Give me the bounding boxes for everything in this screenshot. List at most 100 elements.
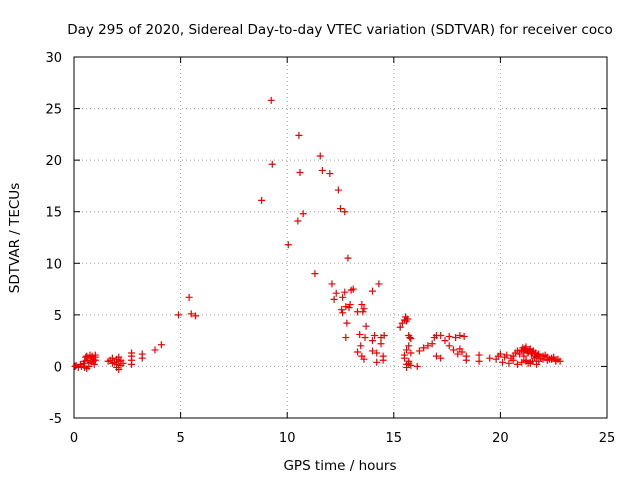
data-point [368, 347, 376, 355]
data-point [405, 342, 413, 350]
data-point [486, 354, 494, 362]
data-point [407, 349, 415, 357]
data-point [71, 362, 79, 370]
data-point [332, 289, 340, 297]
data-point [513, 360, 521, 368]
data-point [404, 315, 412, 323]
data-point [441, 337, 449, 345]
data-point [91, 356, 99, 364]
data-point [368, 337, 376, 345]
data-point [460, 333, 468, 341]
data-point [522, 357, 530, 365]
data-point [337, 205, 344, 213]
x-tick-label: 25 [599, 431, 616, 446]
data-point [128, 349, 136, 357]
data-point [268, 160, 276, 168]
data-point [520, 352, 528, 360]
x-tick-label: 10 [279, 431, 296, 446]
data-point [407, 335, 415, 343]
data-point [505, 359, 513, 367]
data-point [81, 363, 89, 371]
data-point [354, 348, 362, 356]
data-point [539, 355, 547, 363]
data-point [296, 169, 304, 177]
data-point [330, 295, 338, 303]
x-tick-label: 5 [176, 431, 184, 446]
data-point [294, 217, 302, 225]
y-tick-label: 5 [54, 309, 62, 324]
data-point [345, 304, 353, 312]
data-point [516, 350, 524, 358]
data-point [343, 319, 351, 327]
data-point [311, 270, 319, 278]
data-point [318, 166, 326, 174]
data-points [71, 96, 564, 374]
data-point [509, 356, 517, 364]
data-point [108, 354, 116, 362]
data-point [371, 331, 379, 339]
data-point [284, 241, 292, 249]
data-point [403, 346, 411, 354]
data-point [373, 358, 381, 366]
y-tick-label: 25 [45, 103, 62, 118]
data-point [445, 333, 453, 341]
data-point [361, 334, 369, 342]
data-point [360, 355, 368, 363]
data-point [475, 351, 483, 359]
data-point [81, 357, 89, 365]
data-point [503, 351, 511, 359]
data-point [356, 330, 364, 338]
data-point [449, 346, 457, 354]
y-tick-label: 15 [45, 206, 62, 221]
chart-title: Day 295 of 2020, Sidereal Day-to-day VTE… [67, 22, 613, 38]
data-point [462, 356, 470, 364]
data-point [499, 358, 507, 366]
y-axis-title: SDTVAR / TECUs [7, 183, 23, 293]
data-point [437, 354, 445, 362]
data-point [185, 293, 193, 301]
y-tick-label: 0 [54, 360, 62, 375]
data-point [151, 346, 159, 354]
data-point [445, 342, 453, 350]
x-tick-label: 20 [492, 431, 509, 446]
data-point [458, 348, 466, 356]
data-point [138, 350, 146, 358]
data-point [341, 208, 349, 216]
y-tick-label: 20 [45, 154, 62, 169]
data-point [373, 349, 381, 357]
data-point [400, 354, 408, 362]
x-axis-title: GPS time / hours [283, 458, 396, 474]
data-point [526, 359, 534, 367]
data-point [437, 331, 445, 339]
data-point [362, 322, 370, 330]
data-point [295, 131, 303, 139]
data-point [187, 310, 195, 318]
data-point [475, 357, 483, 365]
data-point [342, 303, 350, 311]
plot-frame [73, 56, 608, 419]
data-point [533, 360, 541, 368]
data-point [326, 170, 334, 178]
data-point [358, 301, 366, 309]
data-point [344, 254, 352, 262]
data-point [115, 353, 123, 361]
data-point [174, 311, 182, 319]
data-point [119, 359, 127, 367]
data-point [432, 352, 440, 360]
data-point [456, 331, 464, 339]
data-point [377, 334, 385, 342]
data-point [379, 356, 387, 364]
data-point [339, 293, 347, 301]
data-point [452, 334, 460, 342]
data-point [524, 349, 532, 357]
data-point [396, 323, 404, 331]
data-point [543, 356, 551, 364]
data-point [338, 306, 346, 314]
data-point [342, 334, 350, 342]
x-tick-label: 0 [70, 431, 78, 446]
data-point [258, 196, 266, 204]
data-point [535, 350, 543, 358]
data-point [534, 351, 542, 359]
data-point [328, 280, 336, 288]
